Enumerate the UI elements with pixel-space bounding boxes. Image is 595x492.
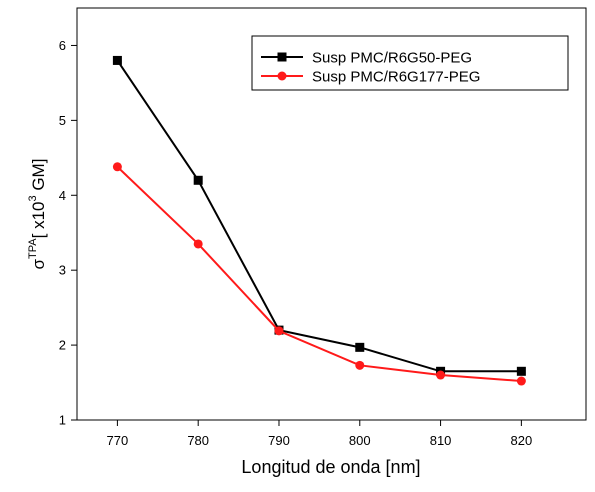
y-axis-label: σTPA[ x103 GM] xyxy=(27,159,48,270)
series-1-point xyxy=(516,366,526,376)
series-1-point xyxy=(355,342,365,352)
legend: Susp PMC/R6G50-PEG Susp PMC/R6G177-PEG xyxy=(251,35,569,91)
series-line-2 xyxy=(116,166,522,383)
series-2-point xyxy=(112,162,122,172)
legend-marker-1 xyxy=(277,52,287,62)
y-tick-label: 2 xyxy=(59,338,66,353)
series-line-1 xyxy=(116,59,522,373)
y-axis-bracket: [ x10 xyxy=(29,202,48,239)
series-2-point xyxy=(355,360,365,370)
plot-frame xyxy=(76,7,587,421)
legend-label-1: Susp PMC/R6G50-PEG xyxy=(312,50,472,67)
x-tick-label: 810 xyxy=(430,433,452,448)
x-tick-label: 820 xyxy=(511,433,533,448)
series-1-point xyxy=(193,175,203,185)
x-tick-label: 780 xyxy=(187,433,209,448)
series-2-point xyxy=(436,370,446,380)
legend-items: Susp PMC/R6G50-PEG Susp PMC/R6G177-PEG xyxy=(261,50,480,86)
y-axis-symbol: σ xyxy=(29,258,48,269)
series-2-point xyxy=(274,326,284,336)
y-tick-label: 5 xyxy=(59,113,66,128)
y-tick-label: 4 xyxy=(59,188,66,203)
y-axis-exponent: 3 xyxy=(27,195,39,201)
legend-marker-2 xyxy=(277,71,287,81)
y-tick-label: 6 xyxy=(59,38,66,53)
y-axis-unit: GM] xyxy=(29,159,48,196)
y-tick-label: 1 xyxy=(59,413,66,428)
series-2-point xyxy=(193,239,203,249)
series-layer xyxy=(112,55,526,386)
ticks-layer: 770 780 790 800 810 820 1 2 3 4 5 6 xyxy=(59,38,532,448)
legend-label-2: Susp PMC/R6G177-PEG xyxy=(312,69,480,86)
x-tick-label: 800 xyxy=(349,433,371,448)
series-2-point xyxy=(516,376,526,386)
legend-box xyxy=(251,35,569,91)
x-axis-label: Longitud de onda [nm] xyxy=(241,457,420,477)
x-tick-label: 790 xyxy=(268,433,290,448)
y-axis-label-text: σTPA[ x103 GM] xyxy=(27,159,48,270)
series-1-point xyxy=(112,55,122,65)
x-tick-label: 770 xyxy=(107,433,129,448)
y-axis-superscript: TPA xyxy=(27,238,39,259)
y-tick-label: 3 xyxy=(59,263,66,278)
